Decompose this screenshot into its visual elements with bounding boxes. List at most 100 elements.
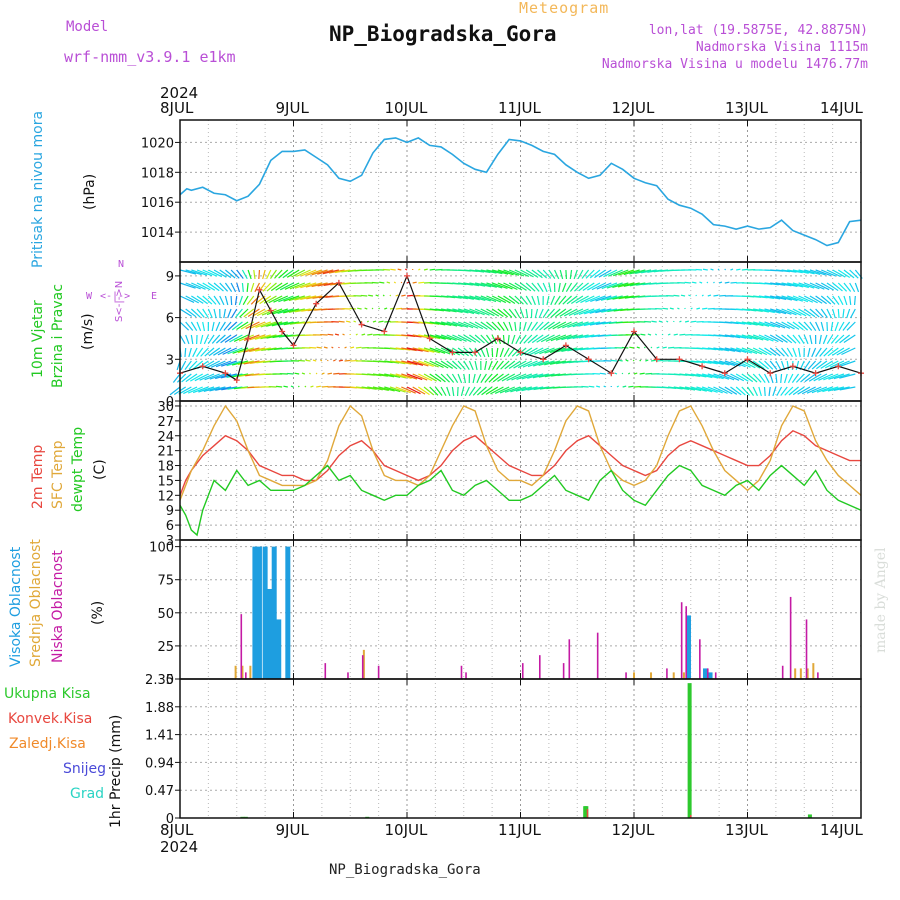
- wind-barb: [247, 308, 260, 318]
- wind-barb: [586, 347, 601, 350]
- wind-barb: [253, 269, 256, 280]
- wind-barb: [199, 334, 204, 345]
- wind-barb: [558, 282, 561, 293]
- wind-barb: [764, 321, 781, 328]
- wind-barb: [221, 386, 237, 391]
- wind-barb: [758, 334, 774, 342]
- wind-barb: [791, 360, 794, 371]
- wind-barb: [804, 373, 816, 383]
- wind-barb: [621, 346, 629, 349]
- wind-barb: [263, 295, 277, 304]
- wind-barb: [372, 360, 386, 363]
- wind-barb: [232, 347, 249, 354]
- wind-barb: [463, 360, 470, 371]
- wind-barb: [578, 308, 595, 315]
- wind-barb: [202, 308, 209, 319]
- wind-barb: [485, 347, 490, 358]
- wind-barb: [752, 373, 762, 383]
- panel-frame: [179, 119, 862, 263]
- wind-barb: [271, 321, 288, 327]
- wind-barb: [804, 282, 820, 290]
- wind-barb: [503, 347, 510, 358]
- wind-barb: [724, 321, 739, 325]
- wind-gust-marker: [449, 349, 456, 356]
- date-label: 10JUL: [384, 99, 428, 117]
- wind-barb: [775, 334, 788, 343]
- cloud-low-bar: [240, 614, 243, 679]
- wind-barb: [633, 372, 638, 375]
- wind-barb: [366, 320, 369, 323]
- wind-barb: [655, 282, 669, 285]
- wind-barb: [224, 282, 233, 292]
- wind-barb: [249, 360, 266, 364]
- wind-barb: [474, 334, 485, 344]
- wind-barb: [610, 359, 618, 362]
- wind-barb: [677, 307, 680, 310]
- wind-barb: [294, 372, 300, 375]
- y-tick-label: 15: [157, 474, 174, 489]
- wind-barb: [245, 373, 260, 377]
- wind-barb: [321, 385, 329, 388]
- wind-barb: [418, 334, 435, 339]
- wind-barb: [795, 360, 800, 371]
- wind-barb: [185, 295, 200, 304]
- wind-barb: [355, 333, 358, 336]
- wind-barb: [233, 386, 249, 390]
- wind-barb: [503, 295, 516, 304]
- wind-barb: [702, 268, 708, 271]
- wind-barb: [395, 334, 409, 337]
- wind-barb: [752, 334, 769, 342]
- wind-barb: [172, 373, 181, 383]
- y-tick-label: 0: [166, 395, 174, 410]
- wind-barb: [563, 308, 578, 317]
- wind-barb: [254, 334, 271, 340]
- y-tick-label: 1018: [141, 166, 174, 181]
- wind-barb: [197, 360, 209, 370]
- compass-e: E: [151, 291, 158, 302]
- wind-barb: [544, 360, 561, 366]
- wind-barb: [849, 269, 859, 279]
- pressure-line: [179, 137, 862, 247]
- wind-barb: [274, 269, 283, 279]
- wind-barb: [578, 334, 595, 339]
- wind-barb: [231, 308, 238, 319]
- wind-barb: [194, 373, 209, 382]
- wind-barb: [803, 295, 818, 304]
- y-tick-label: 1.88: [145, 701, 174, 716]
- wind-barb: [836, 347, 850, 356]
- wind-barb: [650, 386, 663, 389]
- wind-barb: [233, 334, 249, 342]
- wind-barb: [258, 373, 271, 376]
- wind-barb: [297, 385, 300, 388]
- wind-barb: [401, 386, 416, 394]
- wind-barb: [550, 334, 567, 342]
- wind-barb: [809, 269, 826, 276]
- wind-barb: [702, 347, 717, 351]
- wind-barb: [486, 282, 503, 289]
- wind-barb: [384, 386, 401, 393]
- wind-barb: [378, 347, 391, 350]
- wind-barb: [536, 295, 540, 306]
- wind-barb: [696, 307, 701, 310]
- wind-barb: [204, 373, 220, 381]
- wind-barb: [631, 295, 646, 299]
- wind-gust-marker: [335, 279, 342, 286]
- wind-barb: [287, 347, 300, 350]
- wind-barb: [389, 307, 395, 310]
- wind-barb: [539, 321, 550, 331]
- wind-barb: [213, 308, 217, 319]
- precip-total-bar: [365, 816, 370, 818]
- wind-barb: [707, 334, 721, 337]
- wind-barb: [196, 295, 208, 305]
- wind-barb: [791, 373, 800, 383]
- wind-barb: [764, 347, 777, 357]
- wind-barb: [215, 334, 226, 344]
- wind-barb: [312, 295, 328, 299]
- wind-barb: [826, 308, 832, 319]
- wind-barb: [371, 307, 374, 310]
- wind-barb: [837, 295, 844, 306]
- wind-barb: [508, 321, 513, 332]
- wind-barb: [435, 360, 449, 369]
- wind-barb: [701, 386, 718, 393]
- y-tick-label: 21: [157, 445, 174, 460]
